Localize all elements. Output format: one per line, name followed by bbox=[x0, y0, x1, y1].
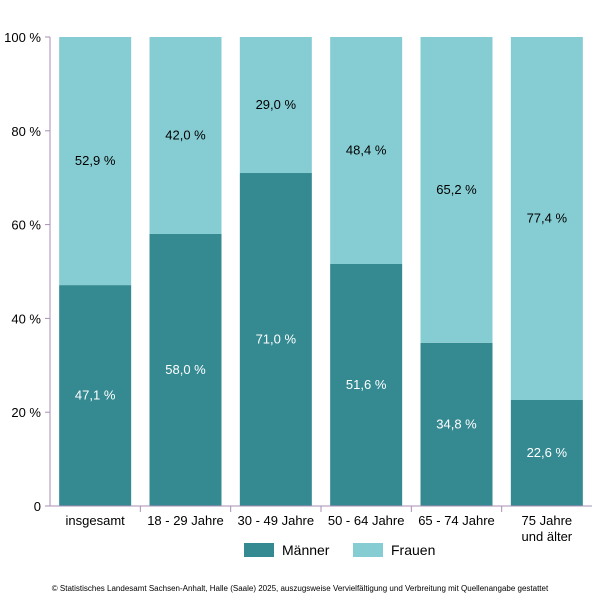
bar-maenner bbox=[510, 400, 583, 506]
data-label-frauen: 48,4 % bbox=[346, 142, 387, 157]
copyright-footer: © Statistisches Landesamt Sachsen-Anhalt… bbox=[51, 584, 549, 593]
data-label-maenner: 71,0 % bbox=[256, 332, 297, 347]
legend-label-frauen: Frauen bbox=[391, 542, 436, 558]
data-label-maenner: 34,8 % bbox=[436, 416, 477, 431]
y-tick-label: 60 % bbox=[11, 218, 41, 233]
bar-frauen bbox=[59, 37, 132, 286]
x-tick-label: insgesamt bbox=[66, 513, 126, 528]
data-label-frauen: 29,0 % bbox=[256, 97, 297, 112]
data-label-maenner: 47,1 % bbox=[75, 388, 116, 403]
y-tick-label: 40 % bbox=[11, 311, 41, 326]
x-tick-label: 30 - 49 Jahre bbox=[238, 513, 315, 528]
legend-item-frauen: Frauen bbox=[353, 542, 435, 558]
bar-frauen bbox=[420, 37, 493, 343]
y-tick-label: 100 % bbox=[4, 30, 41, 45]
x-tick-label: 75 Jahre bbox=[522, 513, 573, 528]
bar-frauen bbox=[330, 37, 403, 264]
bar-maenner bbox=[330, 263, 403, 506]
data-label-frauen: 65,2 % bbox=[436, 182, 477, 197]
data-label-frauen: 52,9 % bbox=[75, 153, 116, 168]
bar-frauen bbox=[510, 37, 583, 401]
legend-swatch-maenner bbox=[244, 543, 274, 557]
bar-maenner bbox=[149, 233, 222, 507]
bar-frauen bbox=[149, 37, 222, 234]
data-label-maenner: 58,0 % bbox=[165, 362, 206, 377]
bar-maenner bbox=[239, 173, 312, 506]
y-tick-label: 80 % bbox=[11, 124, 41, 139]
legend: Männer Frauen bbox=[0, 542, 600, 562]
bar-maenner bbox=[59, 285, 132, 506]
bar-frauen bbox=[239, 37, 312, 174]
x-tick-label: 18 - 29 Jahre bbox=[147, 513, 224, 528]
data-label-maenner: 51,6 % bbox=[346, 377, 387, 392]
x-tick-label: 50 - 64 Jahre bbox=[328, 513, 405, 528]
legend-item-maenner: Männer bbox=[244, 542, 329, 558]
data-label-frauen: 42,0 % bbox=[165, 127, 206, 142]
legend-swatch-frauen bbox=[353, 543, 383, 557]
y-tick-label: 0 bbox=[34, 499, 41, 514]
y-tick-label: 20 % bbox=[11, 405, 41, 420]
x-tick-label: 65 - 74 Jahre bbox=[418, 513, 495, 528]
legend-label-maenner: Männer bbox=[282, 542, 330, 558]
data-label-frauen: 77,4 % bbox=[527, 211, 568, 226]
bar-maenner bbox=[420, 342, 493, 506]
data-label-maenner: 22,6 % bbox=[527, 445, 568, 460]
x-tick-label: und älter bbox=[522, 529, 573, 544]
